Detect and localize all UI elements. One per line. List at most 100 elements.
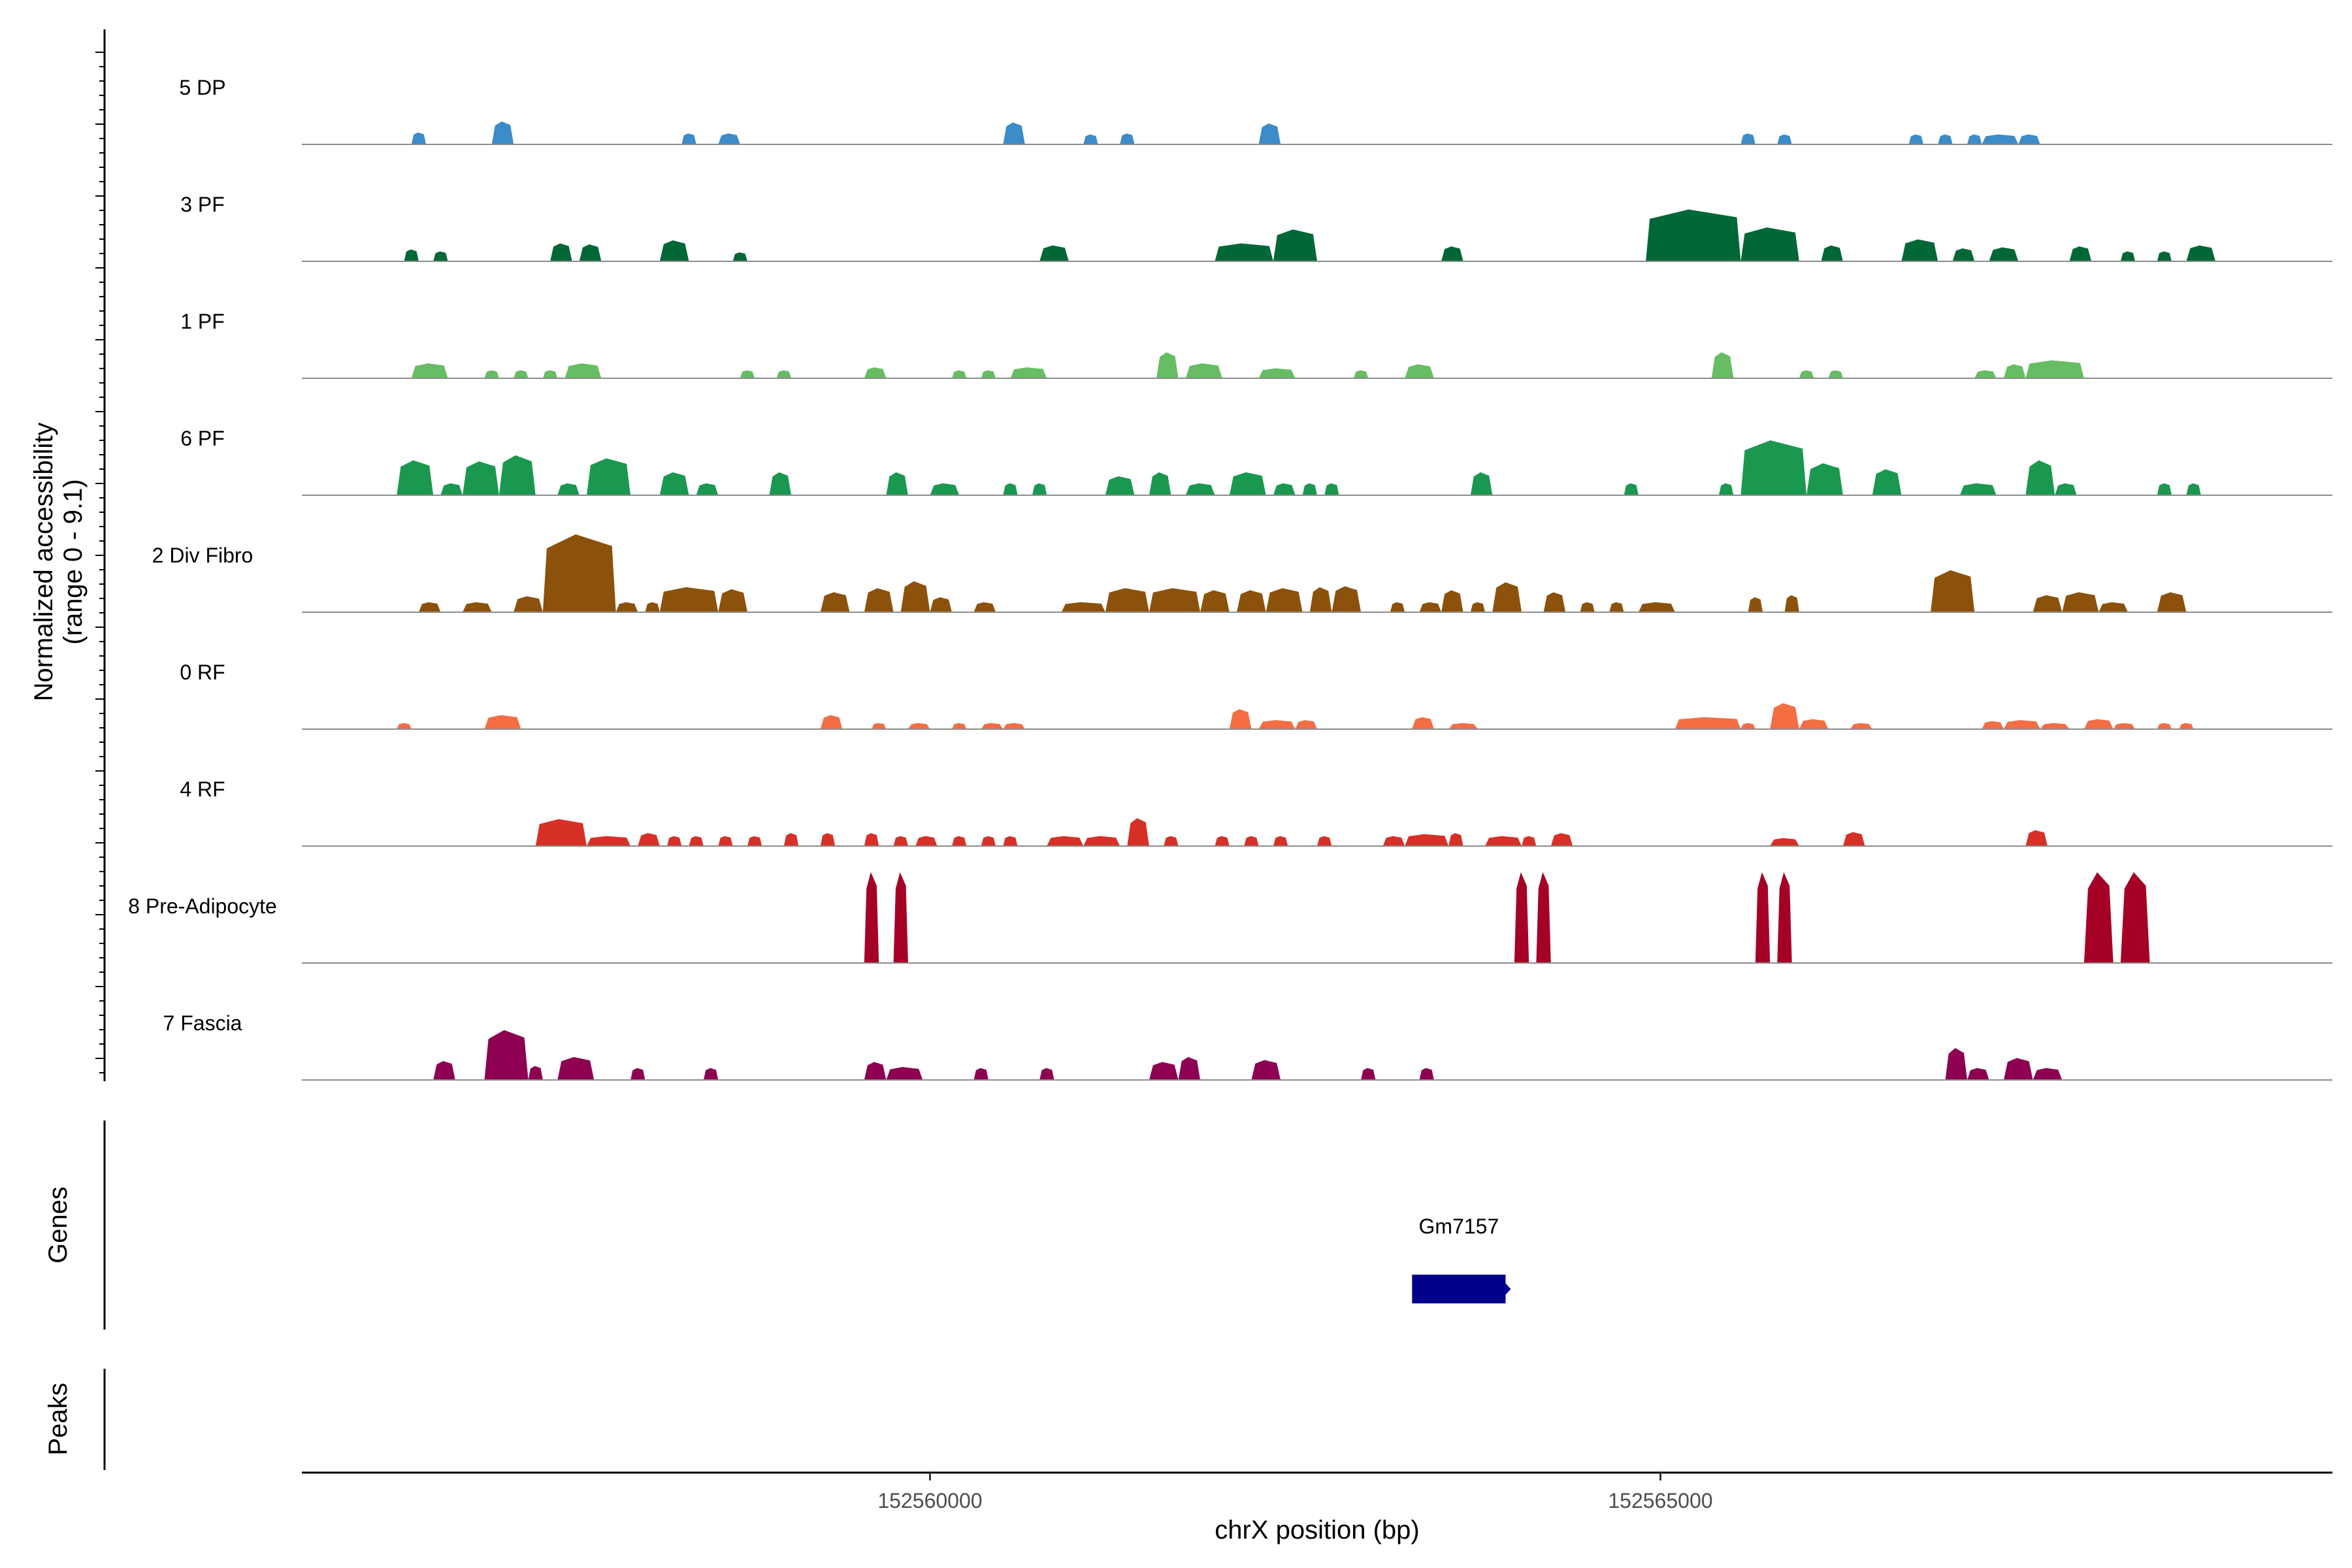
- coverage-peak: [1178, 1056, 1201, 1080]
- coverage-peak: [981, 370, 996, 378]
- track-label: 4 RF: [180, 777, 225, 801]
- coverage-peak: [498, 455, 536, 495]
- coverage-peak: [1543, 592, 1566, 612]
- coverage-peak: [864, 872, 879, 963]
- x-axis-title: chrX position (bp): [1215, 1516, 1419, 1544]
- coverage-peak: [2003, 720, 2040, 729]
- coverage-peak: [1784, 595, 1799, 612]
- coverage-peak: [2003, 1058, 2033, 1080]
- coverage-peak: [820, 833, 836, 846]
- coverage-peak: [1273, 483, 1296, 495]
- coverage-peak: [776, 370, 792, 378]
- coverage-peak: [1105, 588, 1149, 612]
- coverage-peak: [667, 836, 682, 846]
- track-3: 6 PF: [180, 427, 2332, 496]
- coverage-peak: [1989, 247, 2019, 261]
- coverage-peak: [1156, 352, 1179, 378]
- peaks-panel-label: Peaks: [44, 1382, 73, 1455]
- coverage-peak: [1273, 229, 1317, 261]
- coverage-peak: [1945, 1048, 1967, 1080]
- coverage-peak: [872, 723, 887, 729]
- coverage-peak: [703, 1068, 719, 1080]
- genes-panel-label: Genes: [44, 1186, 73, 1264]
- coverage-peak: [440, 483, 463, 495]
- coverage-peak: [1536, 872, 1551, 963]
- coverage-peak: [1229, 709, 1252, 729]
- coverage-peak: [930, 483, 960, 495]
- coverage-peak: [1777, 134, 1792, 144]
- coverage-peak: [864, 1062, 887, 1080]
- genes-track: Gm7157: [1412, 1215, 1511, 1303]
- coverage-peak: [1799, 370, 1814, 378]
- track-label: 5 DP: [179, 76, 225, 99]
- coverage-peak: [783, 833, 799, 846]
- coverage-peak: [2083, 719, 2114, 729]
- coverage-peak: [1361, 1068, 1376, 1080]
- coverage-peak: [1331, 586, 1362, 612]
- coverage-peak: [1748, 597, 1763, 612]
- coverage-peak: [1382, 836, 1405, 846]
- coverage-peak: [1237, 590, 1266, 612]
- coverage-peak: [1821, 245, 1843, 261]
- coverage-peak: [1120, 133, 1135, 144]
- coverage-peak: [1777, 872, 1792, 963]
- coverage-peak: [397, 723, 412, 729]
- coverage-peak: [411, 132, 427, 144]
- coverage-peak: [1448, 723, 1478, 729]
- coverage-peak: [915, 836, 938, 846]
- coverage-peak: [718, 133, 740, 144]
- coverage-peak: [973, 602, 996, 612]
- coverage-peak: [1185, 483, 1215, 495]
- coverage-peak: [952, 723, 967, 729]
- gene-strand-arrow: [1504, 1282, 1511, 1296]
- coverage-peak: [2120, 872, 2150, 963]
- coverage-tracks: 5 DP 3 PF 1 PF 6 PF 2 Div Fibro 0 RF 4 RF 8 Pre…: [128, 76, 2332, 1081]
- gene-body: [1412, 1275, 1506, 1303]
- coverage-peak: [864, 588, 894, 612]
- coverage-peak: [820, 592, 850, 612]
- track-label: 2 Div Fibro: [152, 544, 253, 567]
- coverage-peak: [1200, 590, 1230, 612]
- coverage-peak: [1441, 246, 1463, 261]
- coverage-peak: [1229, 472, 1266, 495]
- coverage-peak: [1003, 836, 1018, 846]
- coverage-peak: [769, 472, 792, 495]
- coverage-peak: [1317, 836, 1332, 846]
- coverage-peak: [564, 363, 602, 378]
- coverage-peak: [1609, 602, 1624, 612]
- coverage-peak: [542, 370, 558, 378]
- coverage-peak: [952, 836, 967, 846]
- coverage-peak: [1353, 370, 1369, 378]
- gene-label: Gm7157: [1419, 1215, 1499, 1238]
- coverage-peak: [1974, 370, 1997, 378]
- coverage-peak: [1039, 245, 1069, 261]
- coverage-peak: [1959, 483, 1997, 495]
- coverage-peak: [2025, 830, 2048, 846]
- coverage-peak: [2157, 723, 2172, 729]
- coverage-peak: [2033, 595, 2063, 612]
- coverage-peak: [542, 534, 616, 612]
- coverage-peak: [1755, 872, 1771, 963]
- coverage-peak: [2055, 483, 2077, 495]
- coverage-peak: [1967, 1068, 1989, 1080]
- track-6: 4 RF: [180, 777, 2332, 847]
- coverage-peak: [1273, 836, 1288, 846]
- coverage-peak: [893, 872, 908, 963]
- coverage-peak: [2069, 246, 2092, 261]
- track-1: 3 PF: [180, 193, 2332, 262]
- coverage-peak: [557, 1056, 595, 1080]
- coverage-peak: [514, 370, 529, 378]
- coverage-peak: [689, 836, 704, 846]
- coverage-peak: [528, 1066, 543, 1080]
- coverage-peak: [952, 370, 967, 378]
- coverage-peak: [1419, 602, 1442, 612]
- coverage-peak: [1580, 602, 1595, 612]
- coverage-peak: [740, 370, 755, 378]
- coverage-peak: [1470, 472, 1493, 495]
- coverage-peak: [2025, 360, 2084, 378]
- coverage-peak: [2025, 460, 2055, 495]
- coverage-peak: [718, 836, 733, 846]
- coverage-peak: [1770, 703, 1799, 729]
- coverage-peak: [1215, 836, 1230, 846]
- coverage-peak: [1390, 602, 1405, 612]
